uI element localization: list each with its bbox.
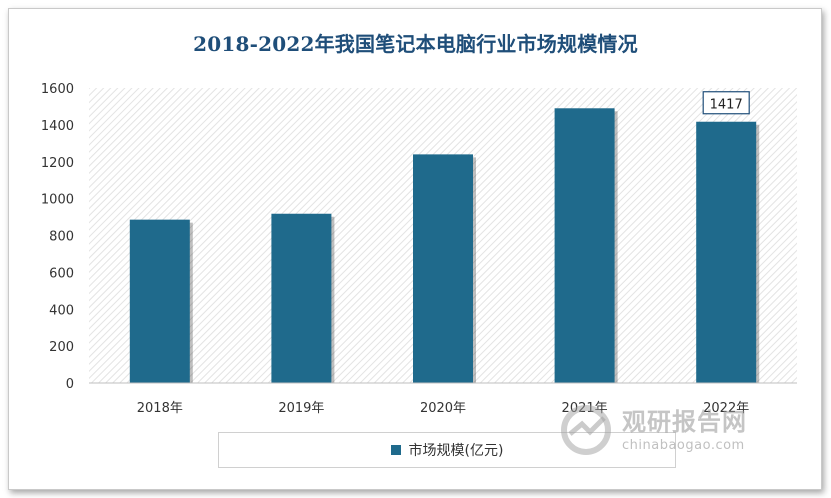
- bar-1: [271, 213, 332, 383]
- bar-0: [129, 219, 190, 383]
- legend-label: 市场规模(亿元): [408, 443, 504, 459]
- bars-group: [129, 108, 760, 383]
- x-axis: 2018年 2019年 2020年 2021年 2022年: [89, 382, 797, 416]
- bar-2: [413, 154, 473, 383]
- y-tick-label: 200: [49, 340, 74, 355]
- y-tick-label: 400: [49, 303, 74, 318]
- data-label-box: [702, 91, 750, 115]
- y-tick-label: 0: [66, 377, 74, 392]
- y-tick-label: 1400: [41, 119, 74, 134]
- y-tick-label: 1000: [41, 193, 74, 208]
- x-tick-label: 2020年: [420, 401, 466, 416]
- chart-title: 2018-2022年我国笔记本电脑行业市场规模情况: [193, 32, 638, 56]
- x-tick-label: 2019年: [278, 401, 324, 416]
- x-tick-label: 2018年: [137, 401, 183, 416]
- y-tick-label: 1600: [41, 82, 74, 97]
- y-axis: 0 200 400 600 800 1000 1200 1400 1600: [41, 82, 74, 392]
- y-tick-label: 1200: [41, 156, 74, 171]
- legend-swatch: [390, 445, 401, 455]
- data-label: 1417: [710, 98, 743, 113]
- data-labels-group: 1417: [702, 91, 750, 115]
- y-tick-label: 800: [49, 230, 74, 245]
- legend: 市场规模(亿元): [218, 432, 676, 468]
- x-tick-label: 2022年: [703, 401, 749, 416]
- y-tick-label: 600: [49, 266, 74, 281]
- x-tick-label: 2021年: [562, 401, 608, 416]
- bar-4: [696, 121, 757, 383]
- bar-3: [554, 108, 615, 383]
